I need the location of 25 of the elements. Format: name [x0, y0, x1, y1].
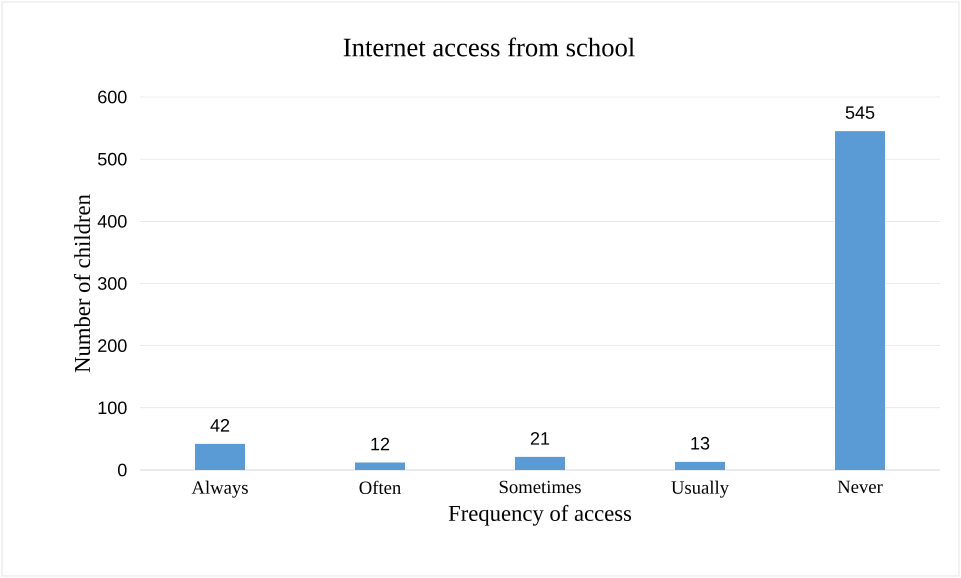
- y-tick-label: 500: [98, 152, 127, 166]
- bar: [355, 462, 406, 470]
- data-label: 21: [530, 432, 550, 445]
- data-label: 545: [846, 106, 874, 119]
- data-label: 13: [691, 436, 710, 450]
- chart-title: Internet access from school: [344, 37, 635, 56]
- y-axis-title: Number of children: [74, 194, 90, 372]
- y-tick-label: 100: [98, 401, 127, 414]
- data-label: 42: [210, 419, 230, 432]
- y-tick-label: 0: [118, 464, 127, 476]
- bar: [195, 444, 246, 470]
- y-tick-label: 400: [98, 214, 127, 228]
- x-axis-title: Frequency of access: [448, 504, 632, 526]
- y-tick-label: 200: [98, 339, 127, 352]
- x-tick-label: Never: [838, 480, 883, 494]
- data-label: 12: [371, 438, 390, 450]
- bar: [675, 462, 725, 470]
- x-tick-label: Sometimes: [500, 480, 581, 494]
- y-tick-label: 300: [98, 277, 127, 290]
- x-tick-label: Often: [360, 480, 401, 494]
- x-tick-label: Usually: [671, 480, 729, 498]
- bar: [515, 456, 566, 470]
- bar: [834, 131, 885, 470]
- y-tick-label: 600: [98, 90, 127, 104]
- x-tick-label: Always: [192, 480, 248, 498]
